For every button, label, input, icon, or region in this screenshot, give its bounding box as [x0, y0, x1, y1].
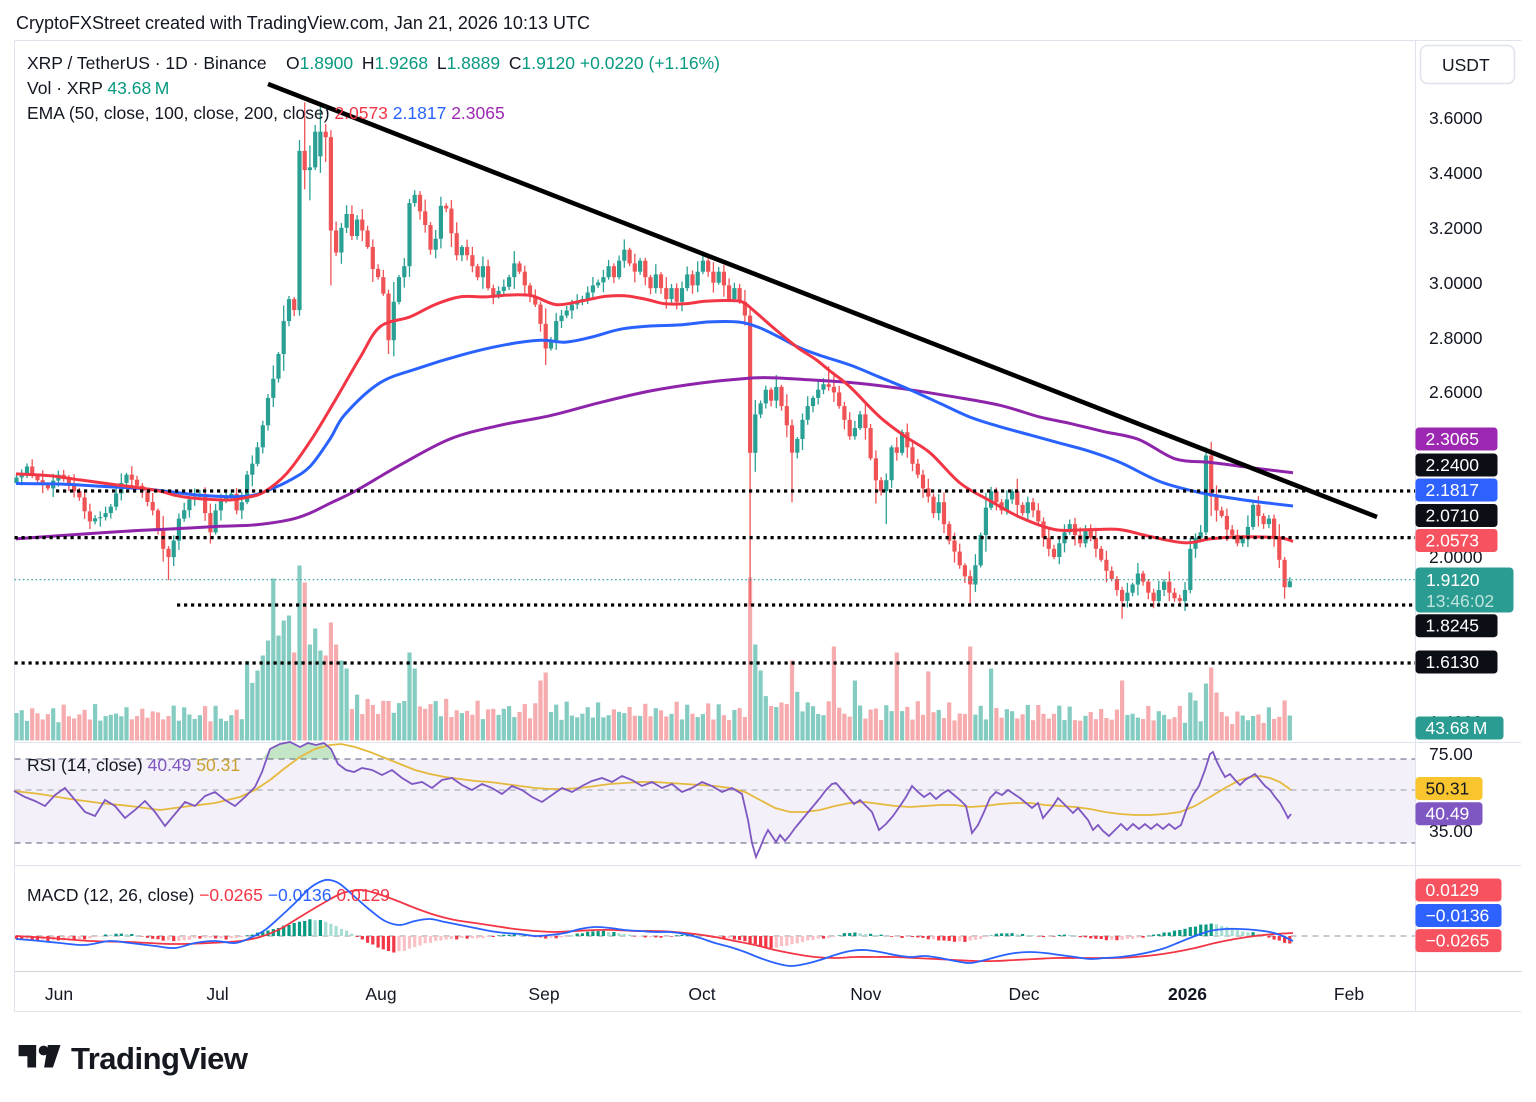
- svg-text:Feb: Feb: [1334, 984, 1364, 1004]
- svg-text:−0.0136: −0.0136: [1426, 906, 1490, 926]
- svg-text:RSI (14, close) 40.49 50.31: RSI (14, close) 40.49 50.31: [27, 755, 240, 775]
- svg-text:O1.8900 H1.9268 L1.8889 C1.912: O1.8900 H1.9268 L1.8889 C1.9120 +0.0220 …: [286, 53, 720, 73]
- svg-text:43.68 M: 43.68 M: [1426, 718, 1488, 738]
- svg-text:2026: 2026: [1168, 984, 1207, 1004]
- svg-text:Sep: Sep: [528, 984, 559, 1004]
- svg-text:MACD (12, 26, close) −0.0265 −: MACD (12, 26, close) −0.0265 −0.0136 0.0…: [27, 885, 390, 905]
- svg-text:3.6000: 3.6000: [1429, 108, 1483, 128]
- svg-text:Aug: Aug: [365, 984, 396, 1004]
- svg-text:XRP / TetherUS · 1D · Binance: XRP / TetherUS · 1D · Binance: [27, 53, 267, 73]
- svg-text:0.0129: 0.0129: [1426, 880, 1480, 900]
- svg-text:13:46:02: 13:46:02: [1426, 591, 1494, 611]
- svg-text:Oct: Oct: [688, 984, 715, 1004]
- svg-text:2.0710: 2.0710: [1426, 506, 1480, 526]
- svg-text:Vol · XRP 43.68 M: Vol · XRP 43.68 M: [27, 78, 169, 98]
- svg-text:Jun: Jun: [45, 984, 73, 1004]
- svg-text:2.3065: 2.3065: [1426, 429, 1480, 449]
- svg-text:35.00: 35.00: [1429, 821, 1473, 841]
- svg-text:EMA (50, close, 100, close, 20: EMA (50, close, 100, close, 200, close) …: [27, 103, 505, 123]
- svg-text:2.1817: 2.1817: [1426, 480, 1480, 500]
- svg-text:TradingView: TradingView: [71, 1041, 249, 1076]
- svg-text:USDT: USDT: [1442, 55, 1490, 75]
- svg-text:3.4000: 3.4000: [1429, 163, 1483, 183]
- svg-text:Jul: Jul: [206, 984, 228, 1004]
- svg-text:2.6000: 2.6000: [1429, 382, 1483, 402]
- svg-text:Nov: Nov: [850, 984, 881, 1004]
- svg-text:3.0000: 3.0000: [1429, 273, 1483, 293]
- svg-text:1.8245: 1.8245: [1426, 616, 1480, 636]
- svg-text:Dec: Dec: [1008, 984, 1039, 1004]
- svg-text:1.9120: 1.9120: [1426, 570, 1480, 590]
- svg-text:40.49: 40.49: [1426, 804, 1470, 824]
- svg-text:2.0573: 2.0573: [1426, 531, 1480, 551]
- svg-text:1.6130: 1.6130: [1426, 652, 1480, 672]
- svg-text:50.31: 50.31: [1426, 779, 1470, 799]
- svg-text:2.2400: 2.2400: [1426, 455, 1480, 475]
- svg-text:−0.0265: −0.0265: [1426, 931, 1490, 951]
- svg-text:3.2000: 3.2000: [1429, 218, 1483, 238]
- svg-text:75.00: 75.00: [1429, 744, 1473, 764]
- svg-text:2.8000: 2.8000: [1429, 328, 1483, 348]
- svg-text:CryptoFXStreet created with Tr: CryptoFXStreet created with TradingView.…: [16, 13, 590, 33]
